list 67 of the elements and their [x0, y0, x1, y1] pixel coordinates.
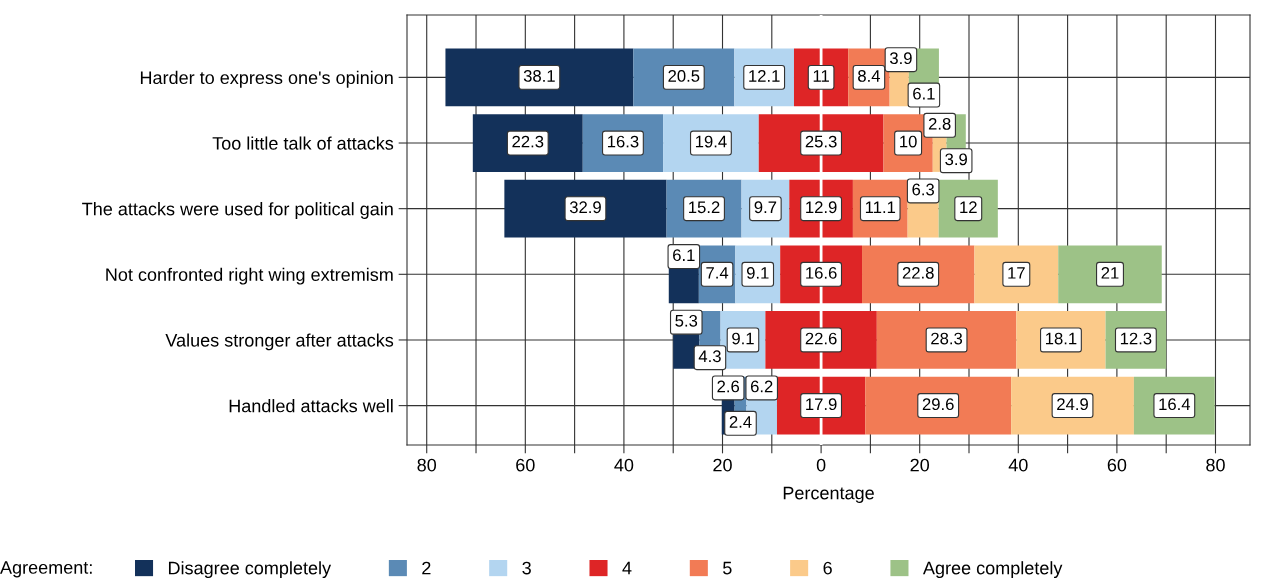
data-label: 20.5	[668, 70, 700, 82]
data-label: 18.1	[1045, 332, 1077, 345]
data-label: 7.4	[706, 267, 729, 279]
data-label: 24.9	[1057, 398, 1088, 411]
data-label: 2.6	[717, 380, 740, 393]
legend-label: 6	[823, 561, 832, 575]
data-label: 5.3	[675, 314, 698, 327]
data-label: 25.3	[805, 135, 837, 148]
legend-label: Agree completely	[922, 561, 1063, 578]
x-axis-title: Percentage	[783, 486, 874, 503]
data-label: 9.7	[754, 201, 777, 214]
data-label: 9.1	[746, 266, 769, 279]
data-label: 16.4	[1159, 398, 1191, 411]
legend-label: 2	[422, 561, 431, 575]
x-tick-label: 60	[516, 458, 535, 472]
data-label: 6.1	[673, 249, 695, 262]
data-label: 11.1	[865, 201, 896, 213]
data-label: 11	[813, 70, 829, 82]
data-label: 3.9	[945, 153, 967, 166]
data-label: 22.8	[902, 266, 934, 279]
data-label: 29.6	[922, 398, 954, 411]
data-label: 21	[1101, 266, 1119, 279]
data-label: 12	[960, 201, 977, 213]
x-tick-label: 60	[1107, 458, 1127, 472]
data-label: 12.1	[749, 70, 780, 82]
x-tick-label: 80	[1206, 458, 1225, 472]
data-label: 6.3	[912, 183, 935, 196]
data-label: 10	[900, 135, 917, 148]
data-label: 9.1	[732, 332, 754, 345]
x-tick-label: 80	[417, 458, 437, 472]
legend-label: Disagree completely	[168, 561, 332, 578]
data-label: 17	[1008, 267, 1025, 279]
data-label: 6.2	[750, 380, 773, 393]
x-tick-label: 20	[910, 458, 930, 472]
y-tick-label: Not confronted right wing extremism	[106, 267, 393, 285]
y-tick-label: Too little talk of attacks	[212, 136, 394, 150]
data-label: 22.6	[805, 332, 837, 345]
data-label: 6.1	[913, 87, 935, 100]
y-tick-label: Handled attacks well	[229, 399, 393, 413]
data-label: 12.3	[1120, 332, 1152, 345]
y-tick-label: The attacks were used for political gain	[82, 202, 393, 219]
x-tick-label: 0	[816, 458, 826, 472]
data-label: 2.4	[729, 416, 752, 428]
data-label: 15.2	[689, 201, 720, 214]
data-label: 19.4	[695, 135, 727, 148]
data-label: 3.9	[889, 52, 912, 65]
data-label: 2.8	[928, 117, 951, 130]
y-tick-label: Values stronger after attacks	[165, 333, 394, 351]
bar	[445, 48, 634, 107]
data-label: 8.4	[858, 70, 881, 82]
x-tick-label: 40	[614, 458, 634, 472]
data-label: 16.3	[607, 135, 639, 148]
legend-label: 5	[723, 561, 732, 575]
data-label: 17.9	[806, 398, 837, 411]
data-label: 16.6	[806, 266, 837, 279]
data-label: 22.3	[512, 135, 544, 148]
x-tick-label: 40	[1008, 458, 1028, 472]
data-label: 12.9	[806, 201, 837, 214]
legend-title: Agreement:	[0, 561, 92, 578]
data-label: 4.3	[698, 350, 721, 363]
data-label: 38.1	[523, 70, 555, 82]
data-label: 32.9	[569, 201, 601, 214]
data-label: 28.3	[931, 332, 963, 345]
legend-label: 4	[622, 561, 632, 575]
legend-label: 3	[522, 561, 531, 575]
y-tick-label: Harder to express one's opinion	[140, 70, 393, 88]
x-tick-label: 20	[713, 458, 732, 472]
